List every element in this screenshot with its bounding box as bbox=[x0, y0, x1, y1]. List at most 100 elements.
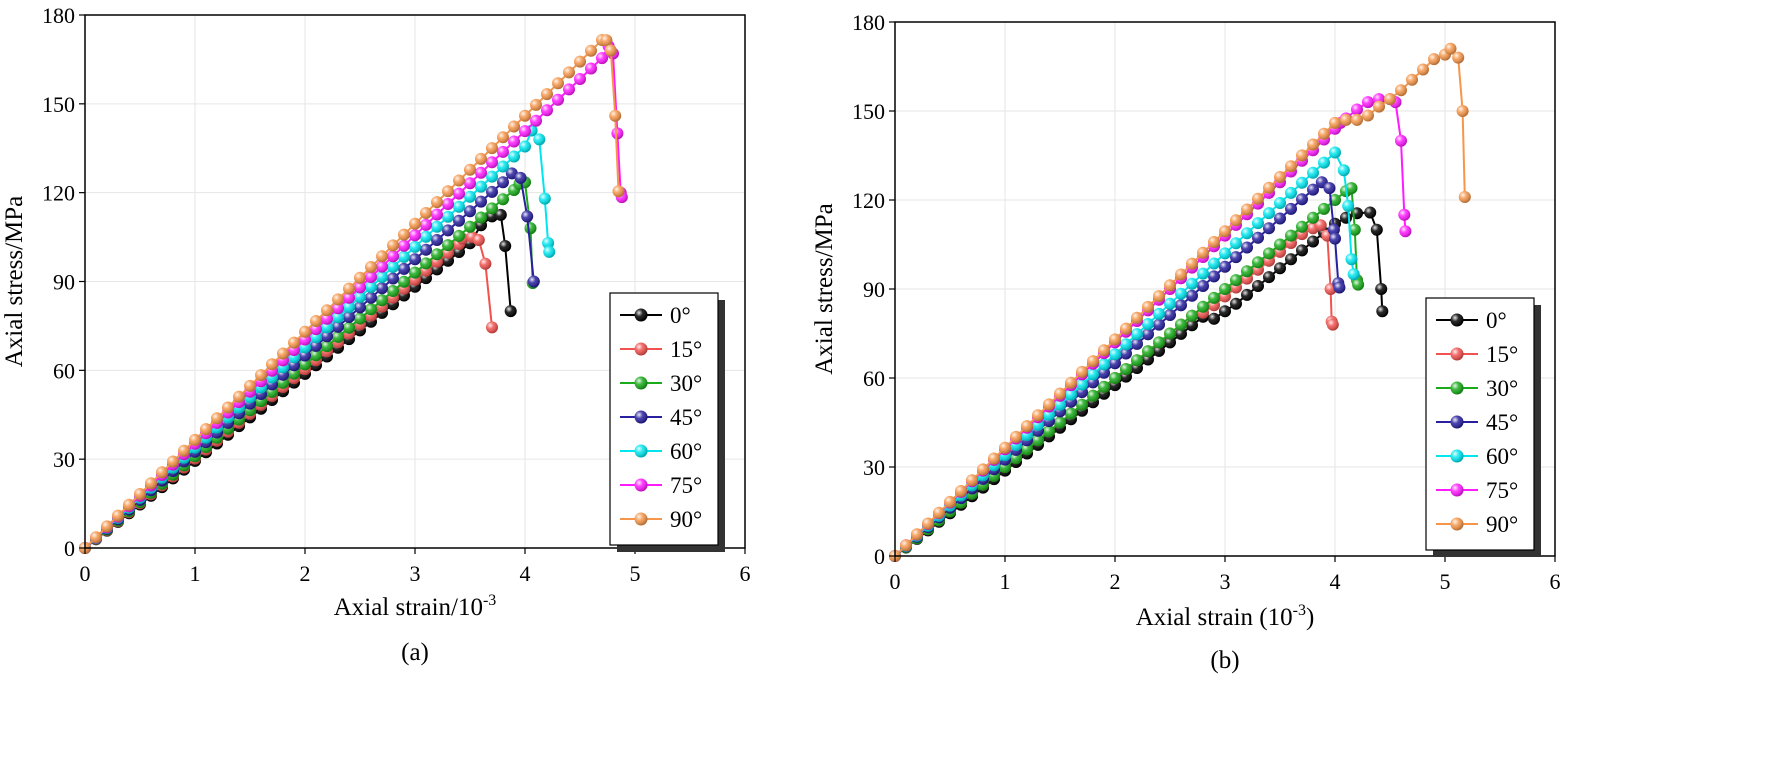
data-point-highlight bbox=[1175, 299, 1187, 312]
data-point-highlight bbox=[574, 73, 586, 85]
data-point-highlight bbox=[453, 187, 465, 200]
data-point-highlight bbox=[1337, 164, 1350, 177]
data-point-highlight bbox=[365, 303, 377, 316]
data-point-highlight bbox=[1398, 208, 1411, 221]
data-point-highlight bbox=[1263, 247, 1275, 260]
data-point-highlight bbox=[1142, 328, 1154, 341]
data-point-highlight bbox=[442, 224, 454, 237]
data-point-highlight bbox=[167, 455, 179, 468]
data-point-highlight bbox=[288, 336, 300, 349]
data-point-highlight bbox=[514, 171, 527, 184]
legend: 0° 15° 30° 45° 60° 75° 90° bbox=[609, 292, 725, 552]
data-point-highlight bbox=[1087, 368, 1099, 381]
data-point-highlight bbox=[1285, 160, 1297, 173]
data-point-highlight bbox=[200, 423, 212, 436]
data-point-highlight bbox=[332, 311, 344, 324]
data-point-highlight bbox=[1010, 452, 1022, 465]
x-tick-label: 5 bbox=[1440, 569, 1451, 594]
legend-item: 45° bbox=[620, 405, 702, 430]
data-point-highlight bbox=[1131, 311, 1143, 324]
data-point-highlight bbox=[1021, 443, 1033, 456]
data-point-highlight bbox=[1296, 193, 1308, 206]
data-point-highlight bbox=[475, 152, 487, 165]
data-point-highlight bbox=[1274, 212, 1286, 225]
data-point-highlight bbox=[1329, 116, 1341, 129]
data-point-highlight bbox=[1352, 278, 1365, 291]
data-point-highlight bbox=[1208, 236, 1220, 248]
data-point-highlight bbox=[1345, 253, 1358, 266]
y-tick-label: 150 bbox=[852, 99, 885, 124]
data-point-highlight bbox=[1208, 257, 1220, 270]
data-point-highlight bbox=[1252, 280, 1264, 292]
legend-item: 90° bbox=[620, 507, 702, 532]
legend: 0° 15° 30° 45° 60° 75° 90° bbox=[1425, 297, 1541, 557]
data-point-highlight bbox=[563, 83, 575, 96]
data-point-highlight bbox=[475, 166, 487, 179]
x-axis-label: Axial strain/10-3 bbox=[334, 592, 497, 621]
data-point-highlight bbox=[1164, 309, 1176, 321]
data-point-highlight bbox=[1263, 181, 1275, 194]
legend-label: 0° bbox=[1486, 308, 1507, 333]
data-point-highlight bbox=[1219, 247, 1231, 260]
data-point-highlight bbox=[1333, 281, 1346, 294]
data-point-highlight bbox=[1375, 283, 1388, 295]
x-tick-label: 3 bbox=[410, 561, 421, 586]
data-point-highlight bbox=[475, 195, 487, 208]
data-point-highlight bbox=[398, 239, 410, 252]
y-tick-label: 120 bbox=[852, 188, 885, 213]
data-point-highlight bbox=[178, 444, 190, 457]
data-point-highlight bbox=[1274, 262, 1286, 275]
y-axis-label: Axial stress/MPa bbox=[1, 196, 28, 368]
data-point-highlight bbox=[156, 466, 168, 479]
data-point-highlight bbox=[387, 285, 399, 297]
legend-label: 30° bbox=[1486, 376, 1518, 401]
data-point-highlight bbox=[376, 260, 388, 273]
legend-marker-highlight bbox=[1450, 449, 1464, 463]
x-tick-label: 0 bbox=[890, 569, 901, 594]
data-point-highlight bbox=[1417, 63, 1429, 76]
data-point-highlight bbox=[145, 477, 157, 490]
x-axis-label-superscript: -3 bbox=[1293, 602, 1306, 619]
data-point-highlight bbox=[343, 321, 355, 334]
data-point-highlight bbox=[1065, 388, 1077, 401]
data-point-highlight bbox=[299, 325, 311, 338]
data-point-highlight bbox=[1329, 232, 1341, 245]
data-point-highlight bbox=[1219, 260, 1231, 273]
x-tick-label: 5 bbox=[630, 561, 641, 586]
data-point-highlight bbox=[519, 125, 531, 138]
data-point-highlight bbox=[321, 330, 333, 343]
data-point-highlight bbox=[1263, 207, 1275, 220]
legend-marker-highlight bbox=[1450, 483, 1464, 497]
data-point-highlight bbox=[911, 528, 923, 541]
data-point-highlight bbox=[464, 163, 476, 176]
data-point-highlight bbox=[1164, 297, 1176, 310]
data-point-highlight bbox=[1219, 225, 1231, 238]
data-point-highlight bbox=[464, 220, 476, 233]
data-point-highlight bbox=[255, 369, 267, 382]
data-point-highlight bbox=[1208, 291, 1220, 304]
data-point-highlight bbox=[1197, 300, 1209, 313]
data-point-highlight bbox=[1219, 283, 1231, 295]
data-point-highlight bbox=[1098, 344, 1110, 357]
legend-marker-highlight bbox=[634, 376, 648, 390]
data-point-highlight bbox=[354, 281, 366, 294]
data-point-highlight bbox=[409, 217, 421, 230]
data-point-highlight bbox=[1263, 271, 1275, 284]
data-point-highlight bbox=[611, 127, 624, 140]
data-point-highlight bbox=[365, 271, 377, 283]
data-point-highlight bbox=[988, 452, 1000, 465]
y-tick-label: 180 bbox=[852, 10, 885, 35]
data-point-highlight bbox=[1175, 327, 1187, 340]
data-point-highlight bbox=[1241, 265, 1253, 278]
data-point-highlight bbox=[1241, 288, 1253, 301]
data-point-highlight bbox=[1109, 372, 1121, 384]
data-point-highlight bbox=[1395, 134, 1407, 147]
data-point-highlight bbox=[1395, 84, 1407, 97]
data-point-highlight bbox=[222, 401, 234, 414]
data-point-highlight bbox=[1032, 409, 1044, 422]
y-tick-label: 90 bbox=[53, 270, 75, 295]
data-point-highlight bbox=[398, 262, 410, 275]
data-point-highlight bbox=[442, 239, 454, 252]
data-point-highlight bbox=[1076, 365, 1088, 378]
